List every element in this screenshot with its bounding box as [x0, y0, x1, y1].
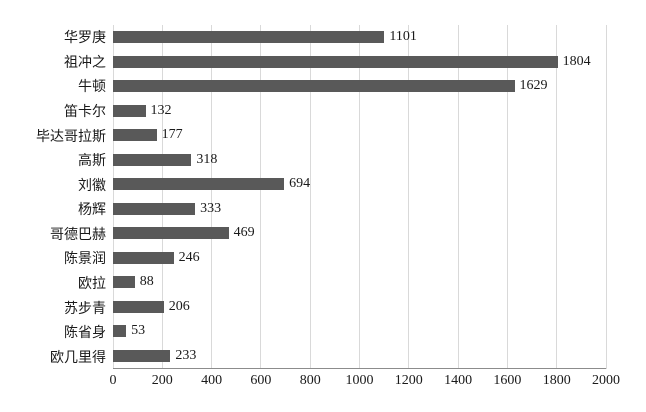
bar-row: 1101	[113, 25, 606, 50]
gridline	[408, 25, 410, 369]
bar-row: 246	[113, 246, 606, 271]
bar-row: 206	[113, 295, 606, 320]
bar	[113, 129, 157, 142]
category-label: 华罗庚	[64, 31, 106, 47]
category-label: 刘徽	[78, 178, 106, 194]
value-label: 88	[139, 274, 154, 290]
x-tick-label: 800	[299, 373, 321, 388]
gridline	[605, 25, 607, 369]
x-axis-line	[113, 368, 606, 369]
category-label: 陈省身	[64, 326, 106, 342]
bar	[113, 104, 146, 117]
category-label: 哥德巴赫	[50, 227, 106, 243]
gridline	[556, 25, 558, 369]
bar	[113, 153, 192, 166]
value-label: 469	[233, 225, 255, 241]
category-label: 祖冲之	[64, 55, 106, 71]
bar-row: 53	[113, 319, 606, 344]
value-label: 1804	[562, 53, 591, 69]
bar	[113, 325, 127, 338]
value-label: 132	[150, 102, 172, 118]
category-label: 欧拉	[78, 277, 106, 293]
value-label: 206	[168, 298, 190, 314]
bar-row: 333	[113, 197, 606, 222]
category-label: 毕达哥拉斯	[36, 129, 106, 145]
bar	[113, 349, 171, 362]
bar	[113, 80, 515, 93]
x-tick-label: 1400	[444, 373, 473, 388]
gridline	[309, 25, 311, 369]
bar-row: 469	[113, 221, 606, 246]
x-tick-label: 1800	[542, 373, 571, 388]
bar-row: 318	[113, 148, 606, 173]
value-label: 694	[289, 176, 311, 192]
plot-area: 1101 1804 1629 132 177 318 694 333 469 246 88 206 53…	[112, 25, 607, 369]
bar	[113, 300, 164, 313]
gridline	[211, 25, 213, 369]
bar-row: 88	[113, 270, 606, 295]
category-label: 牛顿	[78, 80, 106, 96]
gridline	[457, 25, 459, 369]
category-label: 笛卡尔	[64, 105, 106, 121]
category-label: 欧几里得	[50, 350, 106, 366]
value-label: 1101	[389, 29, 417, 45]
bar	[113, 227, 229, 240]
bar	[113, 251, 174, 264]
gridlines	[112, 25, 607, 369]
value-label: 1629	[519, 78, 548, 94]
gridline	[112, 25, 114, 369]
bar	[113, 276, 135, 289]
x-tick-label: 1000	[345, 373, 374, 388]
value-label: 177	[161, 127, 183, 143]
x-tick-label: 1600	[493, 373, 522, 388]
category-label: 高斯	[78, 154, 106, 170]
value-label: 233	[175, 347, 197, 363]
x-tick-label: 1200	[394, 373, 423, 388]
x-tick-label: 600	[250, 373, 272, 388]
value-label: 333	[200, 200, 222, 216]
gridline	[161, 25, 163, 369]
bar-row: 1804	[113, 50, 606, 75]
bars-area: 1101 1804 1629 132 177 318 694 333 469 246 88 206 53…	[113, 25, 606, 368]
gridline	[506, 25, 508, 369]
bar-row: 233	[113, 344, 606, 369]
x-axis-labels: 0 200 400 600 800 1000 1200 1400 1600 1800 2000	[109, 373, 621, 391]
value-label: 246	[178, 249, 200, 265]
bar	[113, 178, 285, 191]
bar-row: 132	[113, 99, 606, 124]
value-label: 53	[131, 323, 146, 339]
bar-row: 1629	[113, 74, 606, 99]
x-tick-label: 2000	[592, 373, 620, 388]
x-tick-label: 0	[109, 373, 117, 388]
value-label: 318	[196, 151, 218, 167]
category-label: 陈景润	[64, 252, 106, 268]
x-tick-label: 200	[151, 373, 173, 388]
bar-row: 177	[113, 123, 606, 148]
category-label: 杨辉	[78, 203, 106, 219]
bar-row: 694	[113, 172, 606, 197]
bar	[113, 55, 558, 68]
bar	[113, 31, 385, 44]
category-label: 苏步青	[64, 301, 106, 317]
gridline	[260, 25, 262, 369]
y-axis-labels: 华罗庚祖冲之牛顿笛卡尔毕达哥拉斯高斯刘徽杨辉哥德巴赫陈景润欧拉苏步青陈省身欧几里…	[0, 25, 106, 369]
gridline	[359, 25, 360, 369]
bar	[113, 202, 196, 215]
x-tick-label: 400	[201, 373, 223, 388]
